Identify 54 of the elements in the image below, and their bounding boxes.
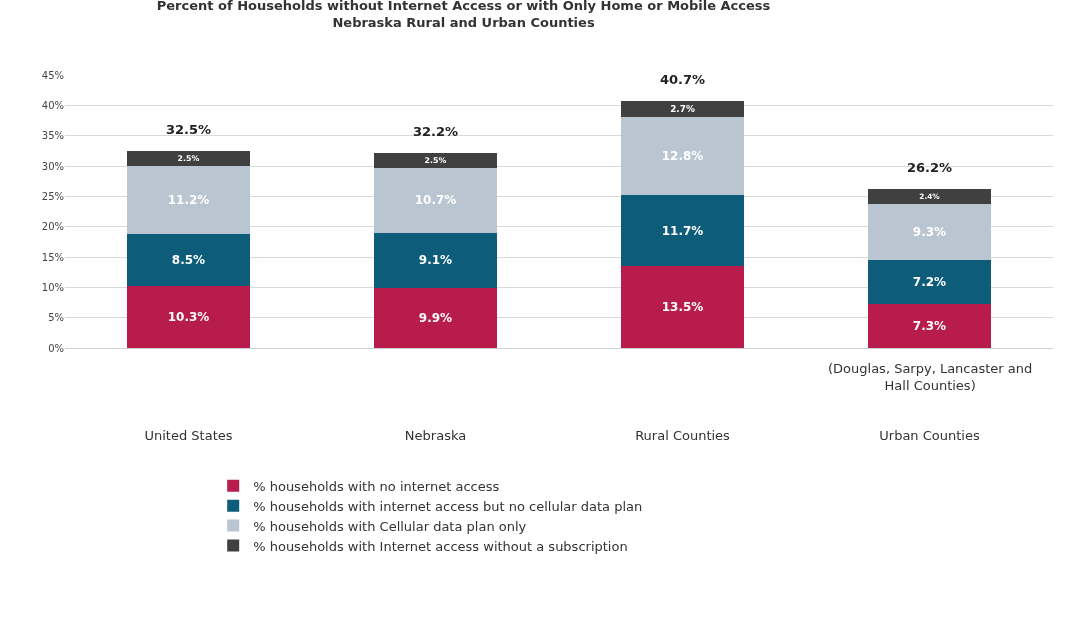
y-tick-label: 20% xyxy=(41,221,64,233)
bar xyxy=(867,303,992,348)
data-label: 9.1% xyxy=(418,253,453,268)
bar xyxy=(867,203,992,261)
y-tick-label: 25% xyxy=(41,190,64,202)
x-tick-label: Nebraska xyxy=(404,427,467,443)
data-label: 10.7% xyxy=(414,193,457,208)
total-label: 40.7% xyxy=(660,72,706,87)
bar xyxy=(373,232,498,288)
chart-subtitle: Nebraska Rural and Urban Counties xyxy=(332,14,595,30)
data-label: 9.9% xyxy=(418,310,453,325)
total-label: 26.2% xyxy=(907,160,953,175)
data-label: 13.5% xyxy=(661,300,704,315)
y-tick-label: 35% xyxy=(41,130,64,142)
x-tick-label: Rural Counties xyxy=(635,427,731,443)
data-label: 7.3% xyxy=(912,318,947,333)
bar xyxy=(620,266,745,348)
bar xyxy=(126,285,251,348)
data-label: 8.5% xyxy=(171,252,206,267)
bar xyxy=(620,195,745,267)
data-label: 7.2% xyxy=(912,274,947,289)
x-tick-label: Urban Counties xyxy=(879,427,980,443)
legend-label: % households with Internet access without a subscription xyxy=(253,538,628,554)
chart-title: Percent of Households without Internet Access or with Only Home or Mobile Access xyxy=(156,0,771,13)
bar xyxy=(126,233,251,286)
legend-label: % households with no internet access xyxy=(253,478,500,494)
data-label: 12.8% xyxy=(661,149,704,164)
y-tick-label: 30% xyxy=(41,160,64,172)
data-label: 9.3% xyxy=(912,224,947,239)
data-label: 11.7% xyxy=(661,223,704,238)
bar xyxy=(373,167,498,233)
data-label: 11.2% xyxy=(167,192,210,207)
y-tick-label: 40% xyxy=(41,99,64,111)
total-label: 32.2% xyxy=(413,124,459,139)
text: (Douglas, Sarpy, Lancaster and Hall Counties) xyxy=(828,361,1033,393)
y-tick-label: 10% xyxy=(41,281,64,293)
bar xyxy=(126,166,251,234)
bar xyxy=(867,260,992,304)
y-tick-label: 5% xyxy=(48,312,64,324)
bar xyxy=(373,287,498,348)
bar xyxy=(373,152,498,168)
bar xyxy=(867,189,992,204)
bar xyxy=(620,101,745,118)
legend-label: % households with Cellular data plan only xyxy=(253,518,527,534)
y-tick-label: 45% xyxy=(41,69,64,81)
data-label: 10.3% xyxy=(167,309,210,324)
y-tick-label: 15% xyxy=(41,251,64,263)
legend-label: % households with internet access but no cellular data plan xyxy=(253,498,643,514)
bar xyxy=(126,150,251,166)
y-tick-label: 0% xyxy=(48,342,64,354)
total-label: 32.5% xyxy=(166,122,212,137)
x-tick-label: United States xyxy=(144,427,233,443)
data-label: 2.7% xyxy=(670,104,695,115)
bar xyxy=(620,117,745,196)
